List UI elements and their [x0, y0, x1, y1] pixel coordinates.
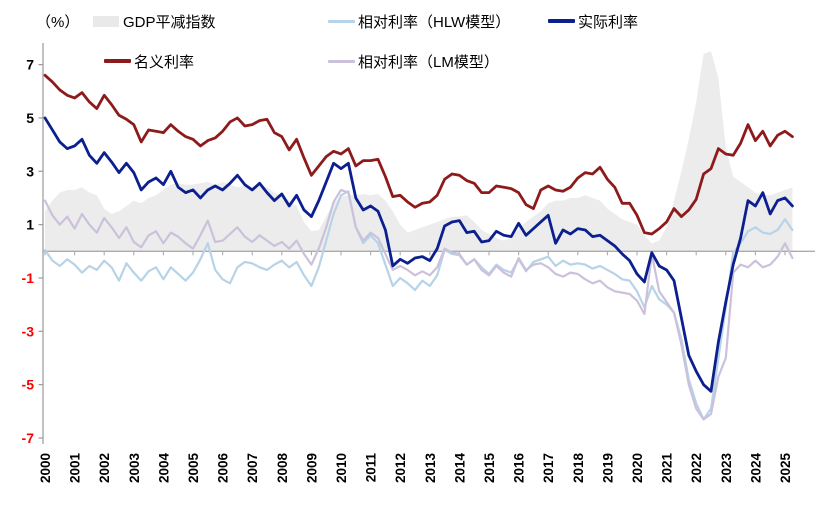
x-tick-label: 2024 — [748, 453, 763, 484]
hlw-line-swatch — [328, 19, 355, 23]
lm-relative-rate-line — [43, 188, 794, 421]
y-tick-label: 3 — [26, 163, 34, 179]
x-tick-label: 2021 — [660, 453, 675, 484]
x-tick-label: 2014 — [452, 453, 467, 484]
unit-label: （%） — [36, 14, 80, 31]
real-rate-line — [43, 116, 794, 393]
x-tick-label: 2018 — [571, 453, 586, 484]
x-tick-label: 2003 — [127, 453, 142, 484]
x-tick-label: 2013 — [423, 453, 438, 484]
legend-label-gdp-deflator: GDP平减指数 — [123, 13, 216, 31]
x-tick-label: 2020 — [630, 453, 645, 483]
x-tick-label: 2025 — [778, 453, 793, 484]
x-tick-label: 2012 — [393, 453, 408, 483]
y-tick-label: 1 — [26, 217, 34, 233]
y-tick-label: 7 — [26, 57, 34, 73]
legend-item-gdp-deflator: GDP平减指数 — [93, 11, 216, 31]
nominal-rate-line — [43, 73, 794, 236]
y-tick-label: -5 — [22, 377, 35, 393]
x-tick-label: 2023 — [719, 453, 734, 484]
x-tick-label: 2017 — [541, 453, 556, 483]
gdp-deflator-area — [45, 51, 793, 252]
x-tick-label: 2005 — [186, 453, 201, 484]
lm-line-swatch — [328, 59, 355, 63]
x-tick-label: 2007 — [245, 453, 260, 483]
gdp-deflator-swatch — [93, 15, 119, 27]
y-tick-label: 5 — [26, 110, 34, 126]
legend-label-real-rate: 实际利率 — [578, 13, 639, 31]
legend-item-lm: 相对利率（LM模型） — [328, 51, 499, 71]
y-tick-label: -3 — [22, 323, 35, 339]
x-tick-label: 2010 — [334, 453, 349, 483]
x-tick-label: 2001 — [68, 453, 83, 484]
x-tick-label: 2009 — [304, 453, 319, 483]
real-rate-line-swatch — [548, 19, 575, 23]
x-tick-label: 2019 — [600, 453, 615, 483]
x-tick-label: 2015 — [482, 453, 497, 484]
legend-item-nominal-rate: 名义利率 — [104, 51, 194, 71]
y-tick-label: -7 — [22, 430, 35, 446]
x-tick-label: 2022 — [689, 453, 704, 483]
legend-label-nominal-rate: 名义利率 — [134, 53, 195, 71]
x-tick-label: 2016 — [512, 453, 527, 484]
y-tick-label: -1 — [22, 270, 35, 286]
x-tick-label: 2011 — [364, 453, 379, 483]
x-tick-label: 2002 — [97, 453, 112, 483]
legend-label-lm: 相对利率（LM模型） — [358, 53, 499, 71]
legend-item-hlw: 相对利率（HLW模型） — [328, 11, 510, 31]
x-tick-label: 2008 — [275, 453, 290, 484]
legend-item-real-rate: 实际利率 — [548, 11, 638, 31]
hlw-relative-rate-line — [43, 190, 794, 421]
x-tick-label: 2004 — [156, 453, 171, 484]
legend-label-hlw: 相对利率（HLW模型） — [358, 13, 511, 31]
nominal-rate-line-swatch — [104, 59, 131, 63]
x-tick-label: 2006 — [216, 453, 231, 484]
x-tick-label: 2000 — [38, 453, 53, 483]
